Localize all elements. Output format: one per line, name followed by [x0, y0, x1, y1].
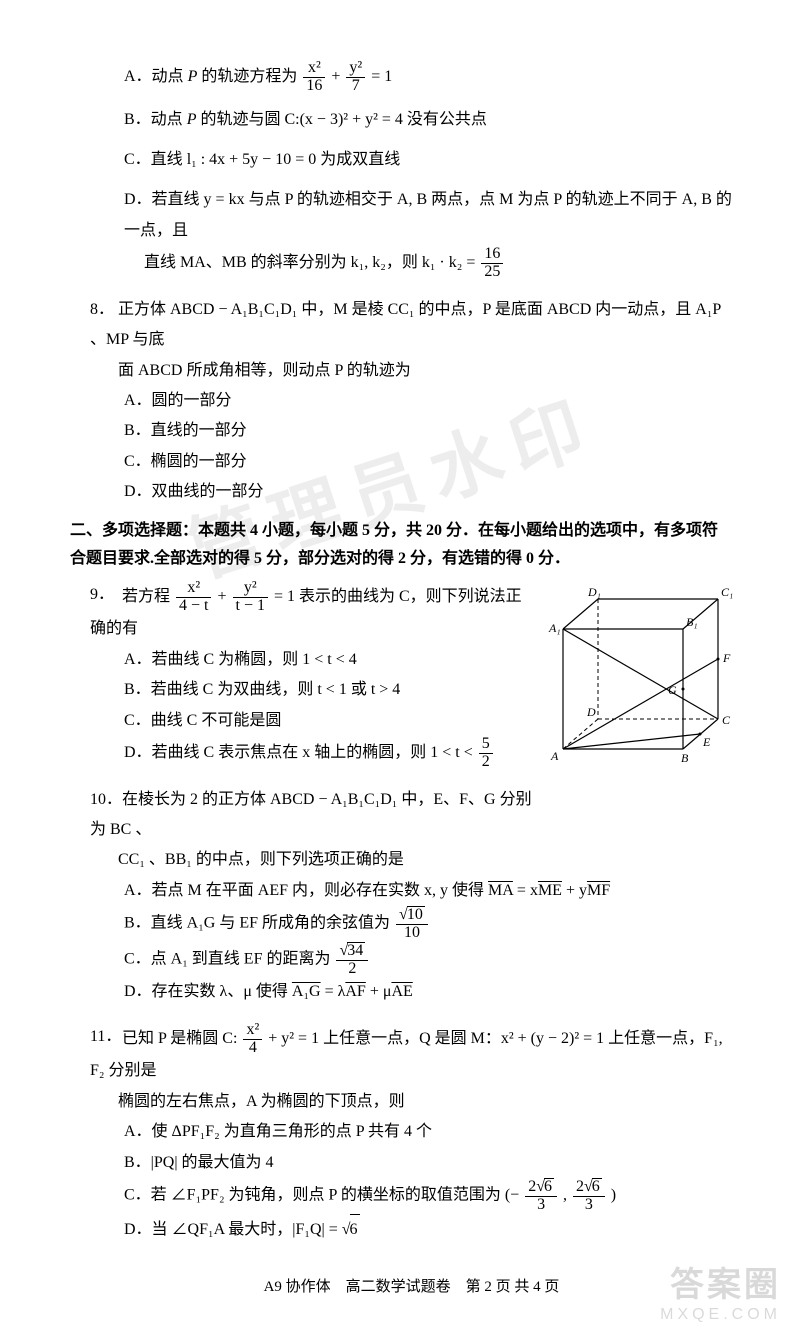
q7-options: A．动点 P 的轨迹方程为 x²16 + y²7 = 1 B．动点 P 的轨迹与…: [90, 60, 733, 281]
cube-figure: D₁ C₁ A₁ B₁ D C A B E F G: [543, 584, 733, 789]
cube-label-f: F: [722, 651, 731, 665]
cube-label-c: C: [722, 713, 731, 727]
section-2-header: 二、多项选择题：本题共 4 小题，每小题 5 分，共 20 分．在每小题给出的选…: [70, 517, 733, 571]
q11-opt-a: A．使 ΔPF₁F₂ 为直角三角形的点 P 共有 4 个: [90, 1117, 733, 1147]
cube-label-d1: D₁: [587, 585, 601, 599]
q8: 8．正方体 ABCD − A₁B₁C₁D₁ 中，M 是棱 CC₁ 的中点，P 是…: [90, 295, 733, 508]
q11: 11． 已知 P 是椭圆 C: x²4 + y² = 1 上任意一点，Q 是圆 …: [90, 1022, 733, 1245]
cube-label-a1: A₁: [548, 621, 561, 635]
q10: 10． 在棱长为 2 的正方体 ABCD − A₁B₁C₁D₁ 中，E、F、G …: [90, 785, 733, 1008]
page-footer: A9 协作体 高二数学试题卷 第 2 页 共 4 页: [90, 1275, 733, 1296]
q8-opt-d: D．双曲线的一部分: [90, 477, 733, 507]
page: 管理员水印 A．动点 P 的轨迹方程为 x²16 + y²7 = 1 B．动点 …: [0, 0, 793, 1336]
q10-opt-c: C．点 A₁ 到直线 EF 的距离为 √342: [90, 942, 733, 978]
cube-label-b: B: [681, 751, 689, 765]
q11-opt-c: C．若 ∠F₁PF₂ 为钝角，则点 P 的横坐标的取值范围为 (− 2√63 ,…: [90, 1178, 733, 1214]
q11-num: 11．: [90, 1022, 118, 1052]
q10-opt-a: A．若点 M 在平面 AEF 内，则必存在实数 x, y 使得 MA = xME…: [90, 876, 733, 906]
q10-num: 10．: [90, 785, 118, 815]
q11-opt-d: D．当 ∠QF₁A 最大时，|F₁Q| = √6: [90, 1214, 733, 1245]
cube-label-e: E: [702, 735, 711, 749]
q8-opt-c: C．椭圆的一部分: [90, 447, 733, 477]
q10-opt-b: B．直线 A₁G 与 EF 所成角的余弦值为 √1010: [90, 906, 733, 942]
q7-opt-d-line2: 直线 MA、MB 的斜率分别为 k₁, k₂，则 k₁ · k₂ = 1625: [90, 246, 733, 281]
q10-opt-d: D．存在实数 λ、μ 使得 A₁G = λAF + μAE: [90, 977, 733, 1007]
q7-opt-b: B．动点 P 的轨迹与圆 C:(x − 3)² + y² = 4 没有公共点: [90, 105, 733, 135]
q9-num: 9．: [90, 580, 118, 610]
q7-opt-d-line1: D．若直线 y = kx 与点 P 的轨迹相交于 A, B 两点，点 M 为点 …: [90, 185, 733, 246]
q11-opt-b: B．|PQ| 的最大值为 4: [90, 1148, 733, 1178]
corner-watermark: 答案圈 MXQE.COM: [660, 1257, 781, 1324]
q8-num: 8．: [90, 295, 118, 325]
cube-label-c1: C₁: [721, 585, 733, 599]
q8-opt-b: B．直线的一部分: [90, 416, 733, 446]
q7-opt-c: C．直线 l₁ : 4x + 5y − 10 = 0 为成双直线: [90, 145, 733, 175]
cube-label-a: A: [550, 749, 559, 763]
cube-label-b1: B₁: [686, 615, 698, 629]
cube-label-g: G: [668, 683, 677, 697]
q8-opt-a: A．圆的一部分: [90, 386, 733, 416]
q7-opt-a: A．动点 P 的轨迹方程为 x²16 + y²7 = 1: [90, 60, 733, 95]
cube-label-d: D: [586, 705, 596, 719]
